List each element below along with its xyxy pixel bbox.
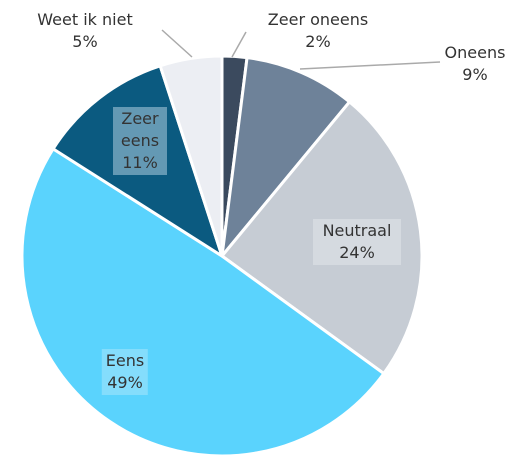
value-label: 49% <box>107 373 143 392</box>
leader-line <box>299 61 441 70</box>
slice-label: Weet ik niet 5% <box>33 8 137 54</box>
category-label: Zeer oneens <box>267 10 369 29</box>
slice-label: Eens 49% <box>101 349 149 395</box>
slice-label: Neutraal 24% <box>313 219 401 265</box>
category-label: Oneens <box>444 43 506 62</box>
pie-slice <box>158 54 224 257</box>
slice-label: Zeer eens 11% <box>113 107 167 175</box>
leader-line <box>231 31 247 58</box>
slice-label: Oneens 9% <box>440 41 510 87</box>
pie-slice <box>219 55 352 261</box>
category-label: Neutraal <box>322 221 392 240</box>
category-label: Weet ik niet <box>37 10 133 29</box>
value-label: 9% <box>462 65 488 84</box>
value-label: 2% <box>305 32 331 51</box>
slice-label: Zeer oneens 2% <box>263 8 373 54</box>
category-label: Eens <box>105 351 145 370</box>
value-label: 11% <box>122 153 158 172</box>
value-label: 5% <box>72 32 98 51</box>
leader-line <box>161 29 193 58</box>
category-label: Zeer eens <box>120 109 160 150</box>
value-label: 24% <box>339 243 375 262</box>
